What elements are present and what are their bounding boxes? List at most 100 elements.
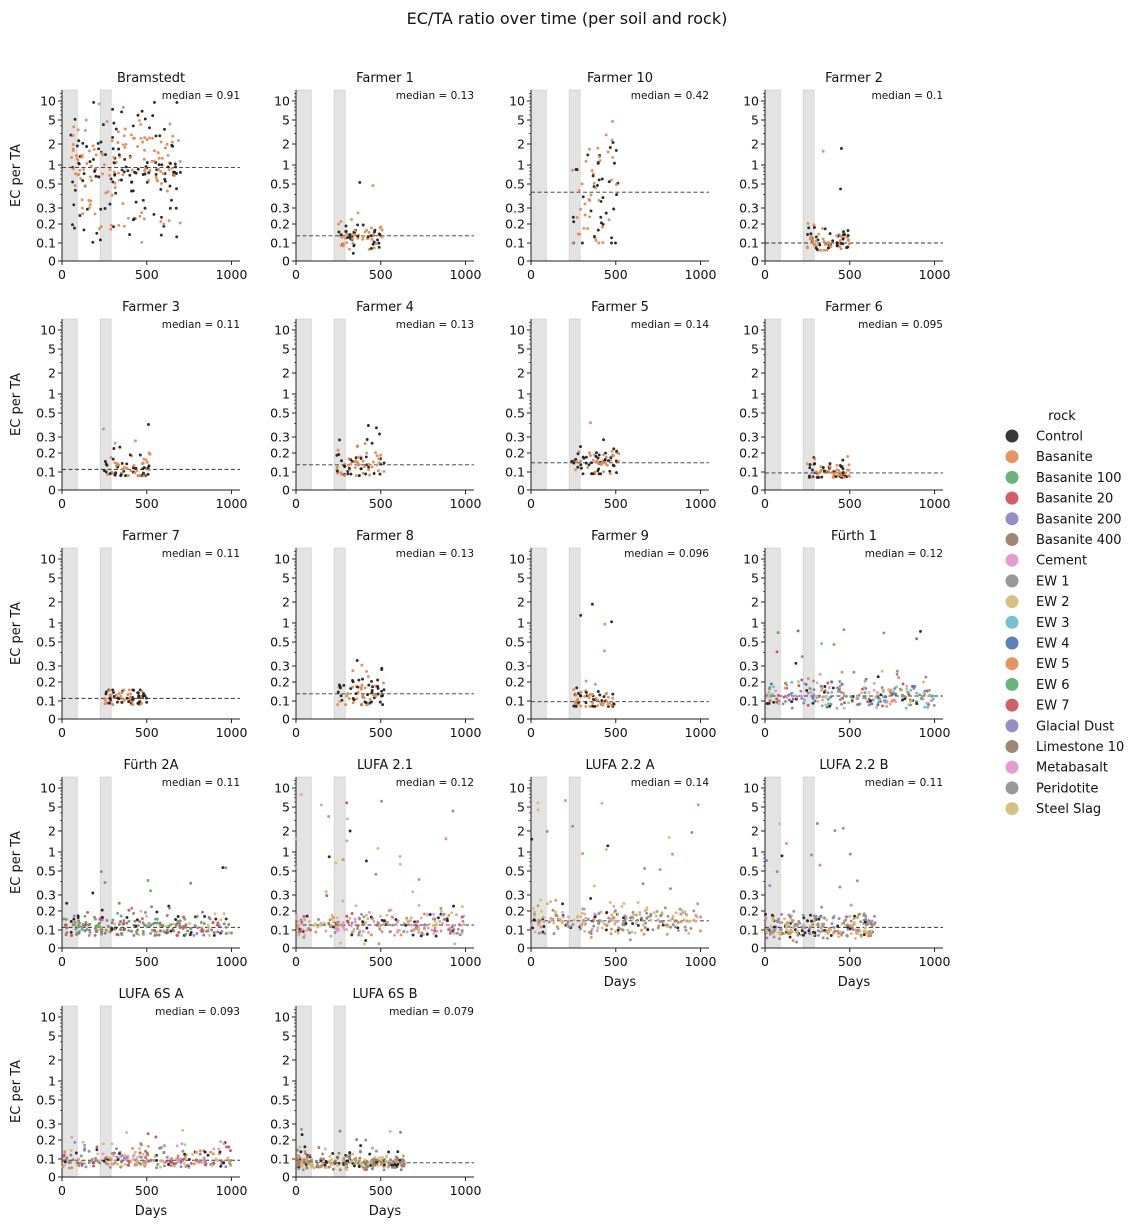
data-point [336, 469, 339, 473]
data-point [97, 175, 101, 179]
data-point [376, 469, 380, 473]
data-point [602, 453, 606, 457]
data-point [640, 918, 644, 922]
data-point [812, 223, 816, 227]
panel-title: Fürth 1 [831, 529, 877, 544]
x-tick-label: 0 [292, 1183, 300, 1198]
y-tick-label: 2 [751, 366, 759, 381]
data-point [803, 698, 806, 702]
data-point [333, 931, 337, 934]
data-point [611, 141, 615, 144]
data-point [339, 694, 343, 698]
data-point [159, 923, 162, 927]
data-point [305, 1166, 309, 1170]
data-point [318, 1165, 322, 1169]
data-point [382, 1163, 386, 1167]
data-point [162, 224, 166, 228]
data-point [778, 822, 781, 826]
data-point [370, 916, 374, 920]
data-point [363, 1161, 367, 1165]
data-point [802, 933, 805, 937]
data-point [398, 1158, 402, 1162]
data-point [816, 933, 820, 937]
data-point [340, 459, 343, 463]
legend-label: EW 2 [1036, 595, 1069, 610]
data-point [385, 913, 389, 917]
y-tick-label: 10 [40, 1010, 56, 1025]
data-point [163, 1164, 166, 1168]
data-point [141, 462, 144, 466]
data-point [390, 915, 394, 919]
legend-label: Basanite 400 [1036, 533, 1122, 548]
data-point [826, 932, 830, 936]
data-point [829, 934, 833, 937]
median-label: median = 0.14 [631, 319, 710, 331]
data-point [87, 149, 91, 153]
y-tick-label: 5 [517, 571, 525, 586]
y-tick-label: 0.5 [270, 177, 290, 192]
data-point [183, 917, 187, 921]
data-point [839, 235, 843, 238]
data-point [126, 474, 130, 478]
data-point [597, 922, 601, 925]
data-point [351, 251, 355, 255]
data-point [860, 691, 864, 695]
data-point [103, 697, 107, 701]
data-point [222, 922, 226, 926]
data-point [341, 921, 345, 925]
data-point [154, 175, 158, 179]
data-point [856, 703, 860, 707]
data-point [341, 926, 345, 929]
x-tick-label: 1000 [685, 954, 717, 969]
data-point [365, 913, 368, 917]
data-point [642, 932, 646, 936]
y-tick-label: 0.5 [739, 177, 759, 192]
x-tick-label: 500 [369, 1183, 393, 1198]
data-point [813, 699, 817, 703]
data-point [307, 926, 311, 930]
data-point [337, 453, 341, 456]
x-tick-label: 1000 [450, 267, 482, 282]
data-point [364, 859, 368, 863]
data-point [349, 462, 353, 466]
data-point [445, 923, 449, 927]
data-point [96, 1152, 100, 1156]
data-point [694, 919, 698, 923]
data-point [533, 910, 537, 914]
data-point [91, 144, 95, 148]
data-point [331, 1167, 335, 1171]
data-point [409, 919, 413, 923]
data-point [119, 914, 123, 918]
data-point [864, 914, 868, 918]
x-tick-label: 0 [761, 725, 769, 740]
data-point [113, 927, 117, 931]
data-point [829, 928, 833, 932]
legend-item: EW 2 [1005, 595, 1069, 610]
y-tick-label: 5 [48, 113, 56, 128]
data-point [811, 468, 814, 472]
data-point [354, 1158, 358, 1162]
legend-item: EW 4 [1005, 636, 1069, 652]
data-point [922, 691, 926, 695]
data-point [132, 464, 136, 467]
y-tick-label: 0 [282, 941, 290, 956]
data-point [449, 928, 453, 932]
median-label: median = 0.12 [396, 777, 474, 789]
data-point [838, 680, 842, 684]
data-point [362, 942, 366, 946]
data-point [616, 931, 620, 935]
data-point [552, 932, 556, 936]
data-point [157, 167, 161, 171]
data-point [804, 682, 808, 686]
data-point [809, 234, 813, 238]
data-point [880, 686, 884, 690]
data-point [367, 1161, 371, 1165]
data-point [859, 920, 863, 924]
x-tick-label: 500 [369, 267, 393, 282]
data-point [617, 926, 621, 930]
data-point [597, 912, 601, 916]
data-point [536, 808, 540, 812]
panel-title: Farmer 2 [825, 71, 883, 86]
data-point [816, 923, 820, 927]
